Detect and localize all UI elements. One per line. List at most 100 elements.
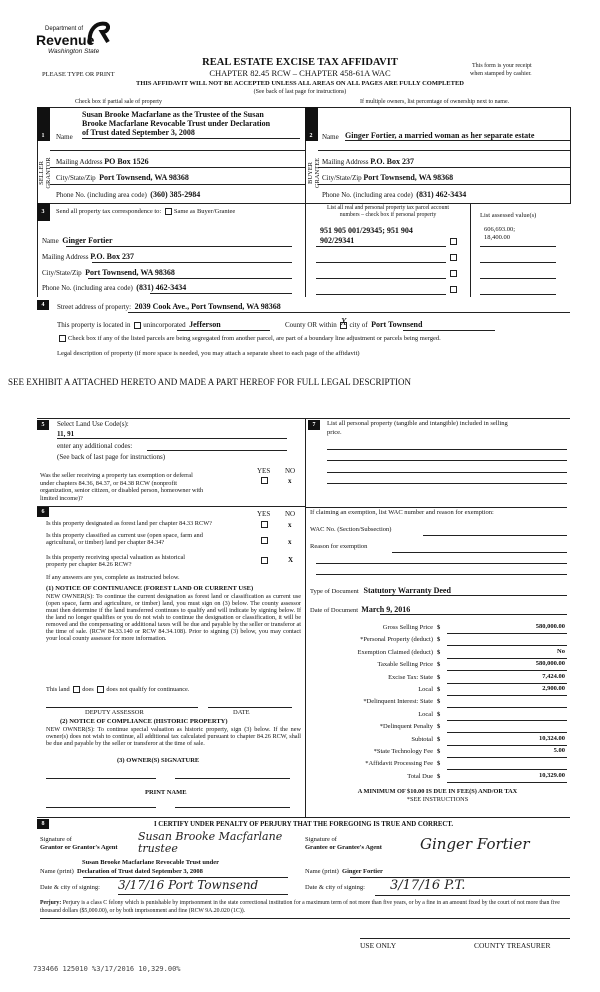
grantee-sig-label: Signature of [305,836,337,843]
does-not-qualify-checkbox[interactable] [97,686,105,694]
historic-no-answer[interactable]: X [288,556,294,564]
segregated-label: Check box if any of the listed parcels a… [68,335,441,342]
fee-label: Taxable Selling Price [377,661,433,669]
send-correspondence-label: Send all property tax correspondence to: [56,208,162,215]
fee-label: *State Technology Fee [373,748,433,755]
fee-value[interactable]: 580,000.00 [535,623,565,630]
grantee-date-city[interactable]: 3/17/16 P.T. [390,878,466,893]
sec5-see-back: (See back of last page for instructions) [57,453,166,461]
personal-property-checkbox-3[interactable] [450,270,457,277]
seller-phone[interactable]: (360) 385-2984 [150,190,201,199]
grantor-name-line2[interactable]: Declaration of Trust dated September 3, … [77,868,203,875]
sec3-name[interactable]: Ginger Fortier [62,236,113,245]
receipt-note-2: when stamped by cashier. [470,71,532,77]
doc-date-label: Date of Document [310,607,359,614]
unincorporated-checkbox[interactable] [134,321,142,329]
buyer-mail[interactable]: P.O. Box 237 [370,157,414,166]
seller-mail[interactable]: PO Box 1526 [104,157,149,166]
grantee-name[interactable]: Ginger Fortier [342,868,383,875]
land-use-codes[interactable]: 11, 91 [57,430,287,440]
fee-value[interactable]: 10,329.00 [539,771,565,779]
fee-value[interactable]: 5.00 [553,747,565,754]
fee-label: Exemption Claimed (deduct) [357,648,433,656]
currency-symbol: $ [437,648,441,656]
within-city-checkbox[interactable]: X [340,316,348,329]
seller-name-label: Name [56,133,73,141]
currency-symbol: $ [437,748,441,755]
document-type[interactable]: Statutory Warranty Deed [363,586,451,595]
forest-no-answer[interactable]: x [288,521,292,529]
seller-city-label: City/State/Zip [56,174,96,182]
grantee-signature[interactable]: Ginger Fortier [420,835,530,853]
currency-symbol: $ [437,735,441,743]
buyer-side-label: BUYER GRANTEE [307,157,321,189]
currency-symbol: $ [437,698,441,706]
sec3-city[interactable]: Port Townsend, WA 98368 [85,268,175,277]
form-chapter: CHAPTER 82.45 RCW – CHAPTER 458-61A WAC [209,68,391,78]
grantor-name-line1[interactable]: Susan Brooke Macfarlane Revocable Trust … [82,859,220,866]
section-6-number: 6 [37,507,49,517]
sec5-question-line3: organization, senior citizen, or disable… [40,487,204,495]
segregated-checkbox[interactable] [59,335,66,343]
assessed-value-2[interactable]: 18,400.00 [484,234,510,241]
section-8-number: 8 [37,819,49,829]
logo-line3: Washington State [48,48,100,55]
fee-value[interactable]: 580,000.00 [535,660,565,668]
parcel-number-line1[interactable]: 951 905 001/29345; 951 904 [320,226,413,235]
currency-symbol: $ [437,723,441,731]
fee-value[interactable]: No [557,647,565,655]
fee-value[interactable]: 2,900.00 [542,685,565,692]
legal-description-label: Legal description of property (if more s… [57,350,360,357]
forest-yes-checkbox[interactable] [261,521,268,528]
seller-name-line3: of Trust dated September 3, 2008 [82,128,300,139]
sec6-no-header: NO [285,510,296,518]
current-use-yes-checkbox[interactable] [261,537,268,544]
buyer-phone[interactable]: (831) 462-3434 [416,190,467,199]
fee-value[interactable]: 10,324.00 [539,734,565,742]
same-as-buyer-checkbox[interactable] [164,208,172,216]
grantor-sig-label: Signature of [40,836,72,843]
grantor-signature[interactable]: Susan Brooke Macfarlane trustee [138,830,283,855]
buyer-city[interactable]: Port Townsend, WA 98368 [363,173,454,182]
current-use-no-answer[interactable]: x [288,538,292,546]
currency-symbol: $ [437,686,441,693]
county-value[interactable]: Jefferson [189,320,221,329]
sec5-yes-checkbox[interactable] [261,477,268,484]
certify-statement: I CERTIFY UNDER PENALTY OF PERJURY THAT … [153,821,454,828]
personal-property-checkbox-1[interactable] [450,238,457,245]
buyer-city-label: City/State/Zip [322,174,362,182]
exemption-label: If claiming an exemption, list WAC numbe… [310,509,494,516]
seller-city[interactable]: Port Townsend, WA 98368 [99,173,189,182]
legal-description[interactable]: SEE EXHIBIT A ATTACHED HERETO AND MADE A… [8,377,412,387]
fee-value[interactable]: 7,424.00 [542,672,565,680]
sec5-no-answer[interactable]: x [288,477,292,485]
county-or-label: County OR within [285,321,337,329]
city-value[interactable]: Port Townsend [371,320,423,329]
grantor-date-city[interactable]: 3/17/16 Port Townsend [118,878,259,892]
personal-property-checkbox-4[interactable] [450,286,457,293]
does-qualify-checkbox[interactable] [73,686,81,694]
unincorporated-label: unincorporated [143,321,186,329]
seller-name[interactable]: Susan Brooke Macfarlane as the Trustee o… [82,110,300,139]
section-7-number: 7 [308,420,320,430]
fee-label: Excise Tax: State [388,673,433,681]
personal-property-checkbox-2[interactable] [450,254,457,261]
parcel-number-line2[interactable]: 902/29341 [320,236,355,245]
does-label: does [82,686,94,693]
historic-yes-checkbox[interactable] [261,557,268,564]
buyer-name[interactable]: Ginger Fortier, a married woman as her s… [345,131,570,142]
cashier-stamp: 733466 125010 %3/17/2016 10,329.00% [33,965,181,973]
document-date[interactable]: March 9, 2016 [361,605,411,614]
street-address[interactable]: 2039 Cook Ave., Port Townsend, WA 98368 [134,302,281,311]
assessed-value-1[interactable]: 606,693.00; [484,226,516,233]
fee-label: *Delinquent Interest: State [363,698,433,706]
use-only-label: USE ONLY [360,941,397,950]
sec3-mail[interactable]: P.O. Box 237 [90,252,134,261]
sec3-phone[interactable]: (831) 462-3434 [136,283,187,292]
logo-line2: Revenue [36,32,95,48]
logo-line1: Department of [45,26,84,32]
current-use-question-2: agricultural, or timber) land per chapte… [46,538,165,546]
buyer-name-label: Name [322,133,339,141]
same-as-buyer-label: Same as Buyer/Grantee [173,208,236,215]
warning: THIS AFFIDAVIT WILL NOT BE ACCEPTED UNLE… [136,80,464,87]
